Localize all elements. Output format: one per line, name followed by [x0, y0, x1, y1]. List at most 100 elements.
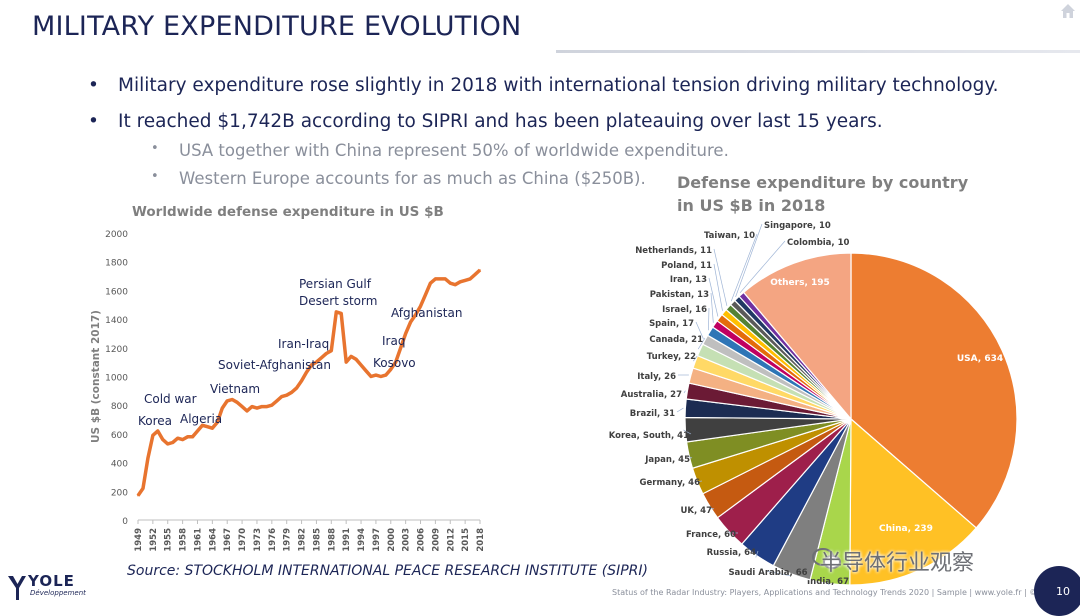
expenditure-data-point [301, 380, 303, 382]
line-chart-title: Worldwide defense expenditure in US $B [132, 204, 444, 220]
y-axis-label: US $B (constant 2017) [90, 310, 102, 443]
bullet-2: • It reached $1,742B according to SIPRI … [118, 111, 883, 132]
expenditure-data-point [360, 364, 362, 366]
expenditure-data-point [296, 387, 298, 389]
leader-line [677, 408, 683, 412]
expenditure-data-point [335, 311, 337, 313]
slide-title: MILITARY EXPENDITURE EVOLUTION [32, 11, 521, 42]
sub-bullet-2-text: Western Europe accounts for as much as C… [179, 169, 646, 188]
expenditure-data-point [454, 284, 456, 286]
watermark-text: 半导体行业观察 [820, 545, 974, 577]
y-tick-label: 2000 [105, 230, 128, 240]
expenditure-data-point [331, 350, 333, 352]
leader-line [684, 391, 685, 393]
x-tick-label: 1991 [342, 528, 352, 552]
leader-line [711, 293, 713, 323]
expenditure-data-point [385, 374, 387, 376]
event-annotation: Soviet-Afghanistan [218, 358, 331, 372]
leader-line [709, 278, 718, 317]
bullet-1-text: Military expenditure rose slightly in 20… [118, 75, 999, 96]
x-tick-label: 1955 [164, 528, 174, 552]
y-tick-label: 200 [111, 488, 128, 498]
y-tick-label: 1800 [105, 259, 128, 269]
pie-slice-label: Netherlands, 11 [635, 246, 712, 256]
expenditure-data-point [226, 400, 228, 402]
y-tick-label: 1200 [105, 345, 128, 355]
expenditure-data-point [276, 400, 278, 402]
expenditure-data-point [172, 442, 174, 444]
sub-bullet-2: • Western Europe accounts for as much as… [179, 169, 646, 188]
sub-bullet-dot: • [151, 169, 159, 184]
expenditure-data-point [147, 457, 149, 459]
expenditure-data-point [221, 407, 223, 409]
expenditure-data-point [152, 435, 154, 437]
expenditure-data-point [157, 430, 159, 432]
pie-slice-label: Iran, 13 [670, 275, 707, 285]
x-tick-label: 2012 [446, 528, 456, 552]
expenditure-data-point [281, 396, 283, 398]
expenditure-data-point [286, 394, 288, 396]
pie-slice-label: Canada, 21 [649, 335, 703, 345]
home-icon[interactable] [1059, 2, 1077, 20]
title-divider [556, 50, 1080, 53]
x-tick-label: 1967 [223, 528, 233, 552]
pie-slice-label: France, 60 [686, 530, 736, 540]
pie-slice-label: Taiwan, 10 [704, 231, 755, 241]
expenditure-data-point [167, 443, 169, 445]
pie-slice-label: Others, 195 [770, 278, 830, 288]
bullet-1: • Military expenditure rose slightly in … [118, 75, 999, 96]
expenditure-data-point [192, 436, 194, 438]
pie-slice-label: Spain, 17 [649, 319, 694, 329]
expenditure-data-point [177, 437, 179, 439]
pie-slice-label: Australia, 27 [621, 390, 682, 400]
x-tick-label: 1982 [298, 528, 308, 552]
yole-logo-mark [6, 572, 28, 602]
expenditure-data-point [445, 278, 447, 280]
pie-chart-title-line-2: in US $B in 2018 [677, 196, 825, 215]
pie-slice-label: USA, 634 [957, 354, 1003, 364]
event-annotation: Korea [138, 414, 172, 428]
expenditure-data-point [291, 391, 293, 393]
pie-slice-label: Saudi Arabia, 66 [728, 568, 807, 578]
expenditure-data-point [261, 406, 263, 408]
expenditure-data-point [435, 278, 437, 280]
expenditure-data-point [459, 281, 461, 283]
event-annotation: Iraq [382, 334, 405, 348]
pie-slice-label: Korea, South, 41 [609, 431, 689, 441]
y-tick-label: 800 [111, 402, 128, 412]
expenditure-data-point [326, 353, 328, 355]
expenditure-data-point [449, 282, 451, 284]
x-tick-label: 1952 [149, 528, 159, 552]
x-tick-label: 1949 [134, 528, 144, 552]
expenditure-data-point [197, 430, 199, 432]
x-tick-label: 1979 [283, 528, 293, 552]
pie-slice-label: Brazil, 31 [630, 409, 675, 419]
logo-subtext: Développement [30, 589, 86, 597]
x-tick-label: 2018 [476, 528, 486, 552]
y-tick-label: 1600 [105, 287, 128, 297]
expenditure-data-point [430, 282, 432, 284]
bullet-dot: • [88, 75, 99, 96]
pie-chart-title-line-1: Defense expenditure by country [677, 173, 969, 192]
expenditure-data-point [187, 436, 189, 438]
x-tick-label: 1964 [208, 528, 218, 552]
expenditure-data-point [212, 427, 214, 429]
expenditure-data-point [142, 488, 144, 490]
event-annotation: Vietnam [210, 382, 260, 396]
expenditure-data-point [137, 495, 139, 497]
logo-text: YOLE [28, 572, 75, 590]
event-annotation: Afghanistan [391, 306, 462, 320]
expenditure-data-point [207, 426, 209, 428]
yole-logo: YOLE Développement [6, 570, 96, 604]
footer-text: Status of the Radar Industry: Players, A… [612, 588, 1058, 597]
expenditure-data-point [266, 406, 268, 408]
x-tick-label: 1958 [179, 528, 189, 552]
expenditure-data-point [380, 376, 382, 378]
expenditure-data-point [365, 370, 367, 372]
expenditure-data-point [469, 278, 471, 280]
bullet-2-text: It reached $1,742B according to SIPRI an… [118, 111, 883, 132]
x-tick-label: 2006 [417, 528, 427, 552]
page-number-badge: 10 [1034, 566, 1080, 616]
event-annotation: Persian Gulf [299, 277, 372, 291]
expenditure-data-point [162, 439, 164, 441]
